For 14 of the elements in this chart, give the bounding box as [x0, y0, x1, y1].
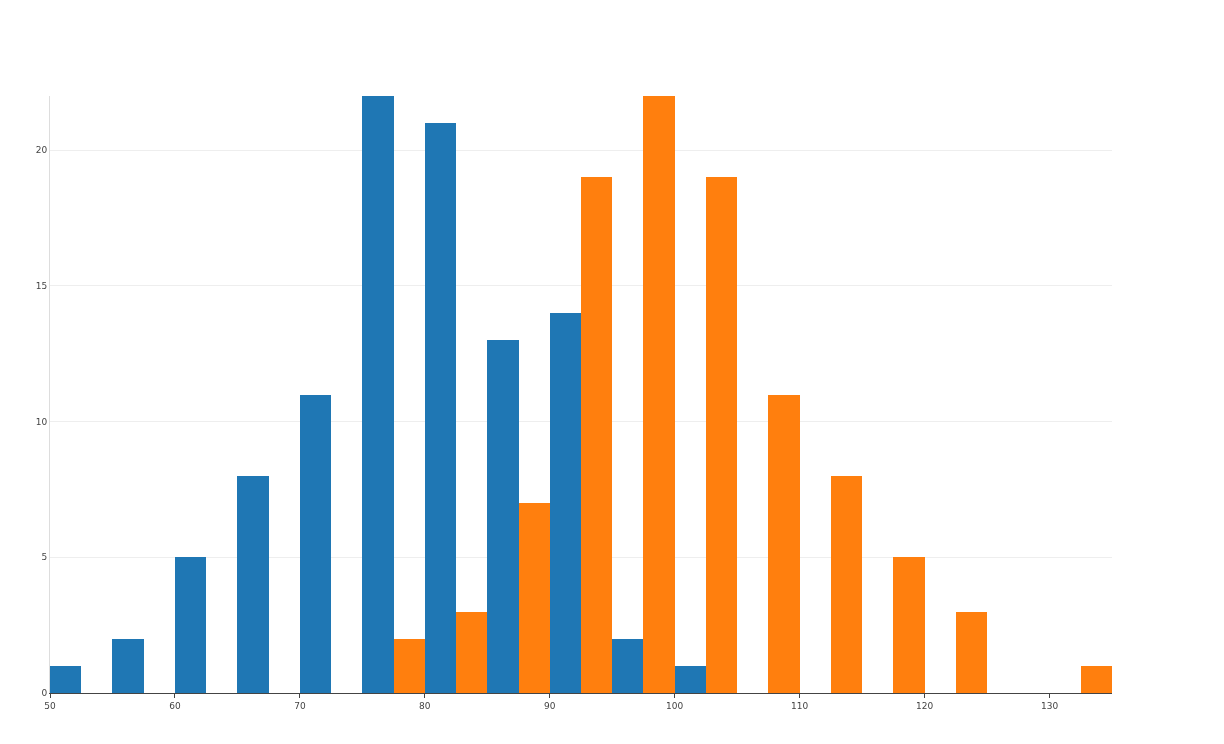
x-tick-label: 120: [916, 700, 934, 711]
y-tick-label: 10: [35, 416, 48, 427]
x-tick-label: 80: [419, 700, 431, 711]
x-tick-label: 130: [1040, 700, 1059, 711]
x-tick-label: 110: [791, 700, 809, 711]
y-tick-label: 5: [41, 552, 48, 563]
y-tick-label: 0: [41, 688, 48, 699]
x-tick-label: 60: [169, 700, 181, 711]
x-tick-label: 70: [294, 700, 306, 711]
y-tick-label: 20: [35, 145, 48, 156]
x-tick-label: 90: [544, 700, 556, 711]
x-tick-label: 100: [666, 700, 684, 711]
x-tick-label: 50: [44, 700, 56, 711]
y-tick-label: 15: [35, 281, 48, 292]
